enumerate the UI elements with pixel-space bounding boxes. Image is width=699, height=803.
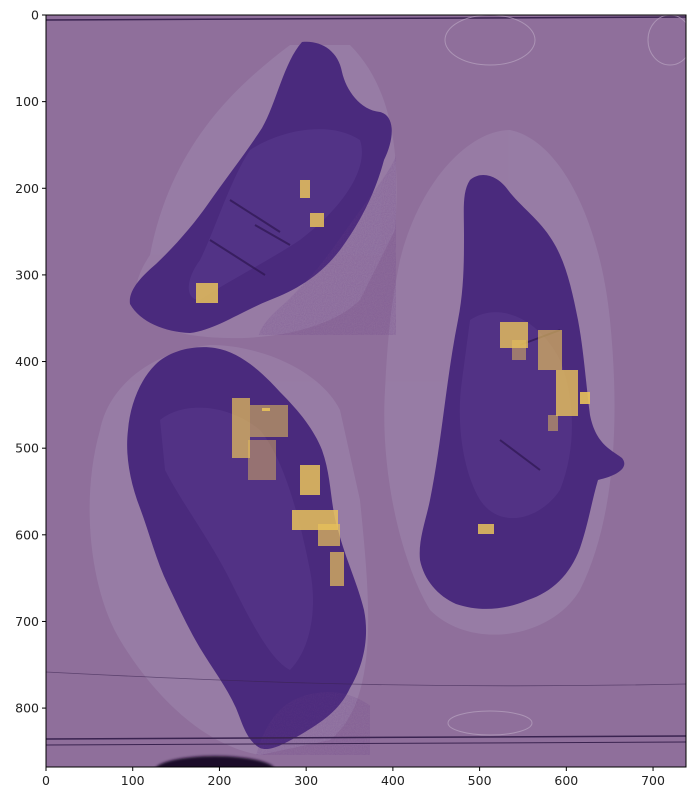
x-tick-label: 100 [121,773,145,788]
hotspot [580,392,590,404]
x-tick-label: 500 [468,773,492,788]
x-tick-label: 700 [641,773,665,788]
y-tick-label: 500 [15,441,39,456]
y-tick-label: 400 [15,354,39,369]
y-tick-label: 100 [15,94,39,109]
hotspot [196,283,218,303]
hotspot [262,408,270,411]
hotspot [300,180,310,198]
y-tick-label: 300 [15,267,39,282]
hotspot [556,370,578,416]
y-tick-label: 600 [15,527,39,542]
axes-frame [45,14,687,768]
hotspot [248,440,276,480]
x-tick-label: 0 [42,773,50,788]
slide-edges [46,16,686,746]
hotspot [232,398,250,458]
hotspot [300,465,320,495]
heatmap-hotspots [196,180,590,586]
hotspot [478,524,494,534]
hotspot [548,415,558,431]
hotspot [512,340,526,360]
tissue-lower-left [125,345,370,755]
y-tick-label: 700 [15,614,39,629]
x-tick-label: 400 [381,773,405,788]
y-axis: 0 100 200 300 400 500 600 700 800 [15,8,46,716]
hotspot [538,330,562,370]
plot-area [46,15,686,767]
hotspot [310,213,324,227]
slide-artifacts [444,15,686,736]
y-tick-label: 0 [31,8,39,23]
y-tick-label: 200 [15,181,39,196]
y-tick-label: 800 [15,701,39,716]
x-axis: 0 100 200 300 400 500 600 700 [42,767,665,788]
x-tick-label: 600 [554,773,578,788]
x-tick-label: 200 [208,773,232,788]
hotspot [330,552,344,586]
hotspot [318,524,340,546]
x-tick-label: 300 [294,773,318,788]
slide-label-shadow [156,756,274,767]
